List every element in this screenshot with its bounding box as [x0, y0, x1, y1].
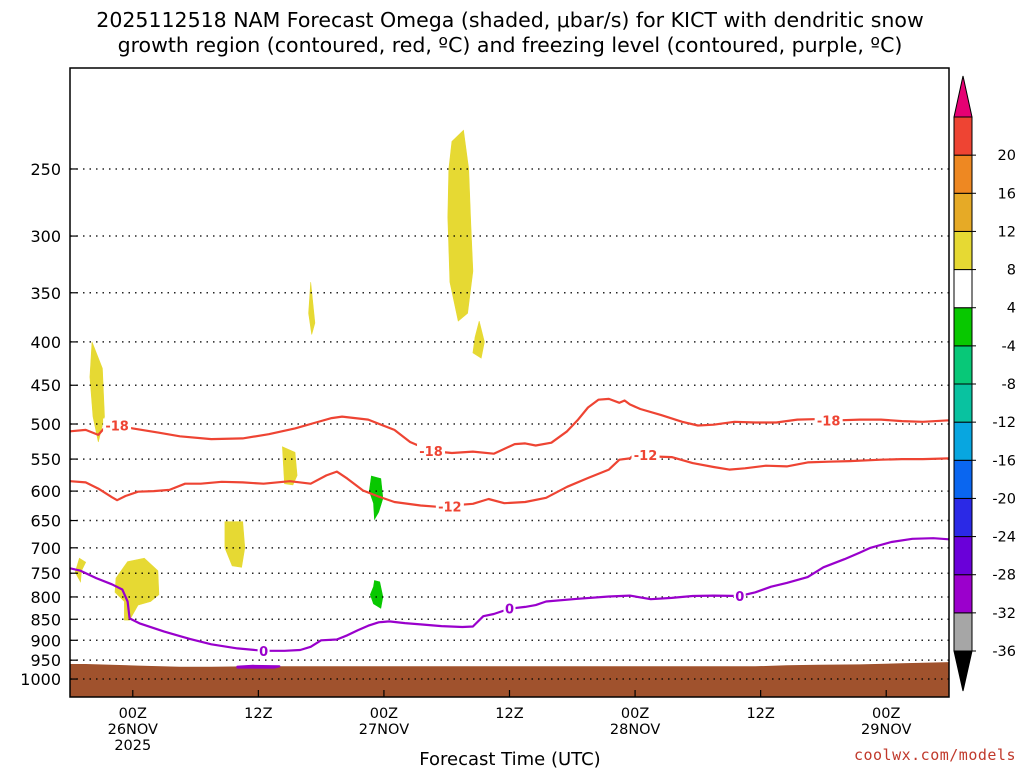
dgz-contour-line-0 [70, 397, 949, 455]
x-tick-label-2-1: 27NOV [359, 722, 409, 738]
colorbar-segment-7 [953, 345, 973, 385]
y-tick-label-950: 950 [30, 651, 61, 670]
x-tick-label-6-0: 00Z [872, 706, 900, 722]
colorbar-segment-8 [953, 307, 973, 347]
colorbar-segment-12 [953, 154, 973, 194]
omega-region-3 [224, 521, 246, 568]
x-tick-label-0-1: 26NOV [108, 722, 158, 738]
y-tick-label-500: 500 [30, 415, 61, 434]
dgz-contour-label-bg-0-2 [814, 413, 843, 428]
omega-shading-layer [74, 129, 485, 621]
dgz-contour-label-bg-0-1 [417, 443, 446, 458]
y-tick-label-350: 350 [30, 284, 61, 303]
terrain-fill [70, 662, 949, 697]
colorbar-segment-6 [953, 383, 973, 423]
colorbar-label-8: -4 [1002, 339, 1016, 355]
x-tick-label-6-1: 29NOV [861, 722, 911, 738]
omega-region-7 [472, 321, 485, 359]
x-tick-label-0-2: 2025 [114, 738, 151, 754]
omega-region-5 [308, 282, 316, 335]
colorbar-segment-9 [953, 269, 973, 309]
x-tick-label-2-0: 00Z [370, 706, 398, 722]
y-tick-label-600: 600 [30, 482, 61, 501]
y-tick-label-850: 850 [30, 610, 61, 629]
x-tick-label-0-0: 00Z [119, 706, 147, 722]
colorbar-segment-2 [953, 536, 973, 576]
y-tick-label-900: 900 [30, 631, 61, 650]
freezing-contour-label-0-2: 0 [735, 590, 744, 605]
colorbar-label-12: 16 [998, 186, 1016, 202]
dgz-contour-label-1-1: -12 [634, 449, 658, 464]
colorbar-segment-13 [953, 116, 973, 156]
colorbar-label-1: -32 [992, 606, 1016, 622]
colorbar-segment-1 [953, 574, 973, 614]
y-tick-label-450: 450 [30, 376, 61, 395]
y-tick-label-650: 650 [30, 512, 61, 531]
colorbar-label-10: 8 [1007, 263, 1016, 279]
x-axis-label: Forecast Time (UTC) [419, 749, 600, 768]
omega-region-9 [369, 580, 384, 609]
dgz-contour-label-0-0: -18 [105, 419, 129, 434]
x-tick-label-1-0: 12Z [244, 706, 272, 722]
y-tick-label-700: 700 [30, 539, 61, 558]
dgz-contour-label-1-0: -12 [438, 501, 462, 516]
colorbar-segment-11 [953, 192, 973, 232]
y-tick-label-400: 400 [30, 333, 61, 352]
freezing-contour-label-0-1: 0 [505, 602, 514, 617]
x-tick-label-4-1: 28NOV [610, 722, 660, 738]
dgz-contour-label-bg-1-1 [631, 448, 660, 463]
freezing-contour-line-0 [70, 537, 949, 652]
colorbar-label-6: -12 [992, 415, 1016, 431]
colorbar-label-5: -16 [992, 453, 1016, 469]
chart-title-line-1: 2025112518 NAM Forecast Omega (shaded, μ… [96, 8, 923, 32]
dgz-contour-label-bg-1-0 [435, 499, 464, 514]
freezing-contour-label-bg-0-0 [257, 643, 270, 658]
colorbar: -36 -32 -28 -24 -20 -16 -12 -8 -4 4 8 12 16 20 [953, 75, 1016, 692]
colorbar-label-2: -28 [992, 568, 1016, 584]
omega-region-4 [282, 446, 298, 486]
credit-text: coolwx.com/models [854, 746, 1016, 764]
colorbar-label-0: -36 [992, 644, 1016, 660]
dgz-contour-label-0-1: -18 [419, 445, 443, 460]
omega-region-0 [89, 341, 105, 443]
colorbar-label-9: 4 [1007, 301, 1016, 317]
colorbar-min-arrow [953, 650, 973, 692]
y-tick-label-550: 550 [30, 450, 61, 469]
x-tick-label-3-0: 12Z [495, 706, 523, 722]
colorbar-segment-10 [953, 230, 973, 271]
y-tick-label-300: 300 [30, 227, 61, 246]
freezing-contour-label-bg-0-1 [503, 601, 516, 616]
y-tick-label-250: 250 [30, 160, 61, 179]
colorbar-label-7: -8 [1002, 377, 1016, 393]
y-tick-label-750: 750 [30, 564, 61, 583]
colorbar-label-13: 20 [998, 148, 1016, 164]
x-tick-label-5-0: 12Z [746, 706, 774, 722]
y-axis-ticks: 250 300 350 400 450 500 550 600 650 700 750 800 850 9… [20, 160, 77, 689]
plot-background [70, 68, 949, 697]
colorbar-label-4: -20 [992, 491, 1016, 507]
colorbar-segment-3 [953, 497, 973, 538]
colorbar-segment-0 [953, 612, 973, 652]
colorbar-segment-5 [953, 421, 973, 461]
freezing-contour-line-1 [236, 664, 281, 669]
colorbar-segment-4 [953, 459, 973, 499]
colorbar-max-arrow [953, 75, 973, 118]
terrain-layer [70, 662, 949, 697]
dgz-contour-label-0-2: -18 [817, 414, 841, 429]
dgz-contour-label-bg-0-0 [103, 418, 132, 433]
colorbar-label-11: 12 [998, 224, 1016, 240]
y-tick-label-1000: 1000 [20, 670, 61, 689]
chart-title-line-2: growth region (contoured, red, ºC) and f… [118, 33, 903, 57]
y-tick-label-800: 800 [30, 588, 61, 607]
x-tick-label-4-0: 00Z [621, 706, 649, 722]
freezing-contour-label-bg-0-2 [733, 589, 746, 604]
dgz-contour-line-1 [70, 452, 949, 508]
contour-layer: -18 -18 -18 -12 -12 0 0 0 [70, 397, 949, 669]
colorbar-label-3: -24 [992, 530, 1016, 546]
omega-region-6 [447, 129, 474, 322]
omega-region-2 [114, 557, 160, 621]
freezing-contour-label-0-0: 0 [259, 645, 268, 660]
